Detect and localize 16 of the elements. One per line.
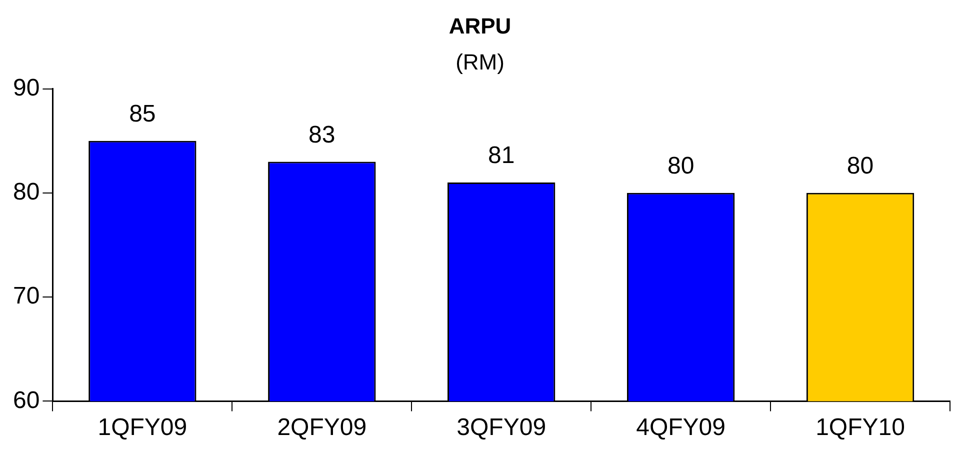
x-tick-label: 1QFY10 <box>816 414 905 442</box>
y-tick-label: 90 <box>12 74 40 102</box>
data-label: 80 <box>667 152 694 180</box>
x-tick-label: 4QFY09 <box>636 414 726 442</box>
data-label: 83 <box>308 121 336 148</box>
data-label: 85 <box>129 100 156 128</box>
y-tick-label: 80 <box>12 178 40 206</box>
data-label: 80 <box>846 152 874 180</box>
data-label: 81 <box>488 142 515 170</box>
y-tick-label: 70 <box>12 282 40 310</box>
y-tick-label: 60 <box>12 386 40 414</box>
x-tick-label: 2QFY09 <box>277 414 367 442</box>
chart-title: ARPU <box>448 13 512 38</box>
x-tick-label: 3QFY09 <box>456 414 546 442</box>
chart-subtitle: (RM) <box>456 50 504 75</box>
x-tick-label: 1QFY09 <box>98 414 188 442</box>
